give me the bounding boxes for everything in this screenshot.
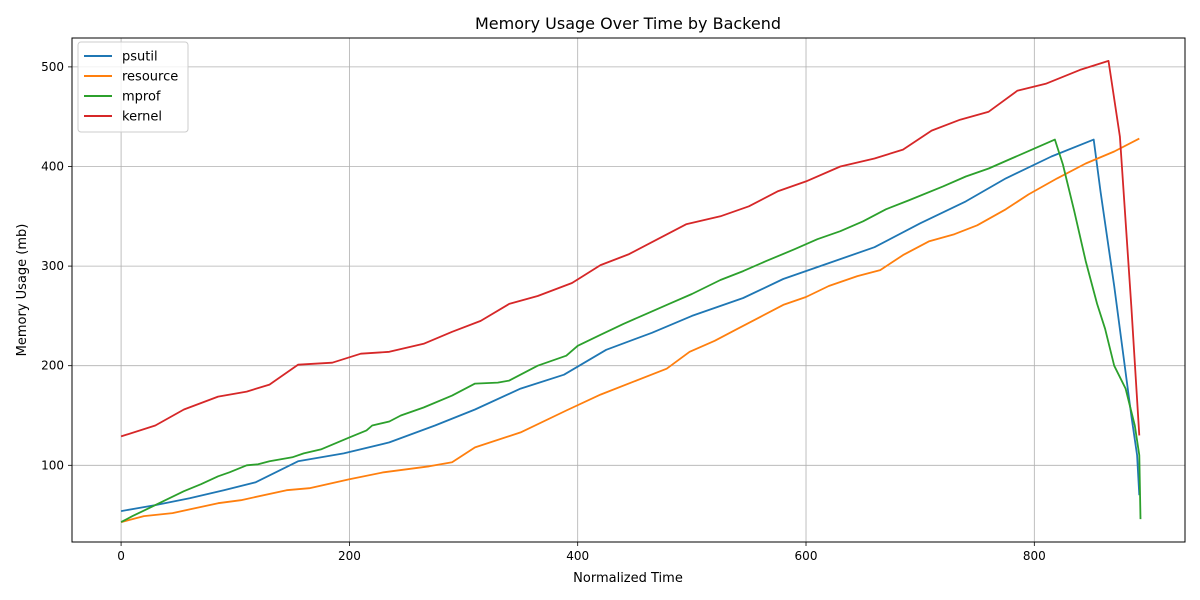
legend-box bbox=[77, 41, 189, 133]
y-tick-label: 300 bbox=[41, 259, 64, 273]
chart-title: Memory Usage Over Time by Backend bbox=[475, 14, 781, 33]
x-tick-label: 800 bbox=[1023, 549, 1046, 563]
legend-label-kernel: kernel bbox=[122, 110, 162, 125]
y-tick-label: 500 bbox=[41, 60, 64, 74]
legend-label-psutil: psutil bbox=[122, 50, 158, 65]
axes-frame bbox=[71, 37, 1186, 543]
series-lines bbox=[120, 60, 1142, 523]
x-tick-label: 600 bbox=[795, 549, 818, 563]
x-tick-label: 0 bbox=[117, 549, 125, 563]
series-line-kernel bbox=[120, 60, 1141, 438]
y-axis-ticks: 100 200 300 400 500 bbox=[41, 60, 72, 472]
series-line-resource bbox=[120, 137, 1140, 523]
x-axis-label: Normalized Time bbox=[573, 571, 683, 586]
x-tick-label: 400 bbox=[566, 549, 589, 563]
y-axis-label: Memory Usage (mb) bbox=[15, 224, 30, 357]
grid-lines bbox=[72, 38, 1185, 542]
y-tick-label: 100 bbox=[41, 458, 64, 472]
legend-label-mprof: mprof bbox=[122, 90, 161, 105]
x-axis-ticks: 0 200 400 600 800 bbox=[117, 542, 1046, 563]
series-line-psutil bbox=[120, 138, 1141, 512]
series-line-mprof bbox=[120, 138, 1142, 523]
legend-label-resource: resource bbox=[122, 70, 178, 85]
x-tick-label: 200 bbox=[338, 549, 361, 563]
legend: psutil resource mprof kernel bbox=[77, 41, 189, 133]
y-tick-label: 200 bbox=[41, 359, 64, 373]
y-tick-label: 400 bbox=[41, 159, 64, 173]
